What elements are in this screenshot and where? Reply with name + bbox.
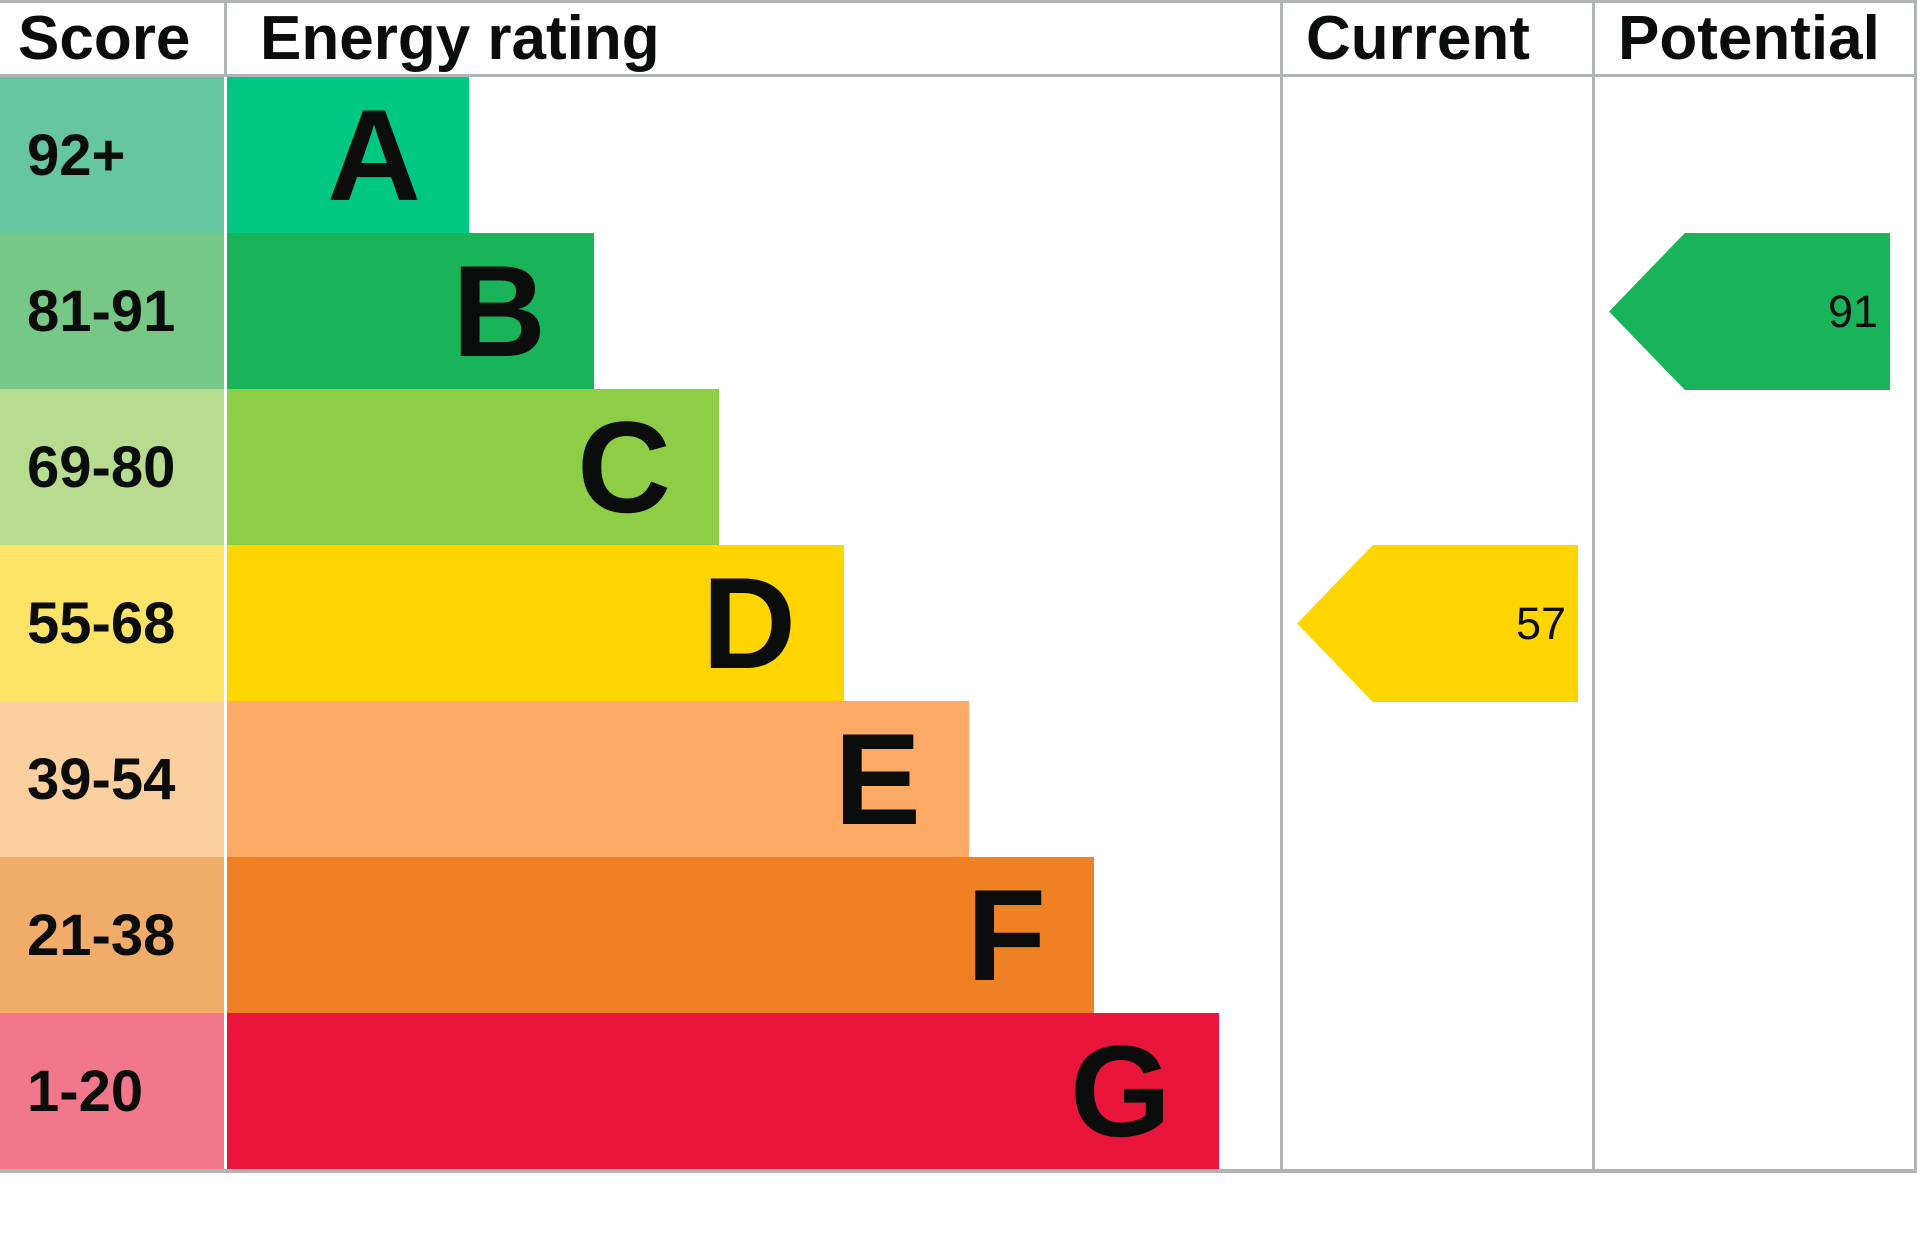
band-row: 39-54 E [0, 701, 1920, 857]
band-bar: D [227, 545, 844, 701]
potential-rating-value: 91 [1827, 285, 1878, 337]
score-cell: 55-68 [0, 545, 224, 701]
band-row: 1-20 G [0, 1013, 1920, 1169]
band-bar: B [227, 233, 594, 389]
band-bar: E [227, 701, 969, 857]
current-column-divider [1280, 0, 1283, 1173]
current-rating-value: 57 [1515, 597, 1566, 649]
potential-column-divider [1592, 0, 1595, 1173]
score-column-divider [224, 0, 227, 77]
current-column-header: Current [1306, 4, 1530, 73]
band-row: 92+ A [0, 77, 1920, 233]
score-cell: 1-20 [0, 1013, 224, 1169]
potential-column-header: Potential [1618, 4, 1880, 73]
band-row: 55-68 D [0, 545, 1920, 701]
band-bar: G [227, 1013, 1219, 1169]
table-top-border [0, 0, 1917, 3]
score-column-header: Score [18, 4, 191, 73]
band-bar: C [227, 389, 719, 545]
score-cell: 69-80 [0, 389, 224, 545]
energy-rating-column-header: Energy rating [260, 4, 660, 73]
table-bottom-border [0, 1169, 1917, 1173]
score-cell: 81-91 [0, 233, 224, 389]
score-cell: 92+ [0, 77, 224, 233]
band-row: 69-80 C [0, 389, 1920, 545]
header-bottom-border [0, 74, 1917, 77]
table-right-border [1914, 0, 1917, 1173]
band-bar: A [227, 77, 469, 233]
band-row: 81-91 B [0, 233, 1920, 389]
score-cell: 39-54 [0, 701, 224, 857]
band-bar: F [227, 857, 1094, 1013]
score-cell: 21-38 [0, 857, 224, 1013]
band-row: 21-38 F [0, 857, 1920, 1013]
